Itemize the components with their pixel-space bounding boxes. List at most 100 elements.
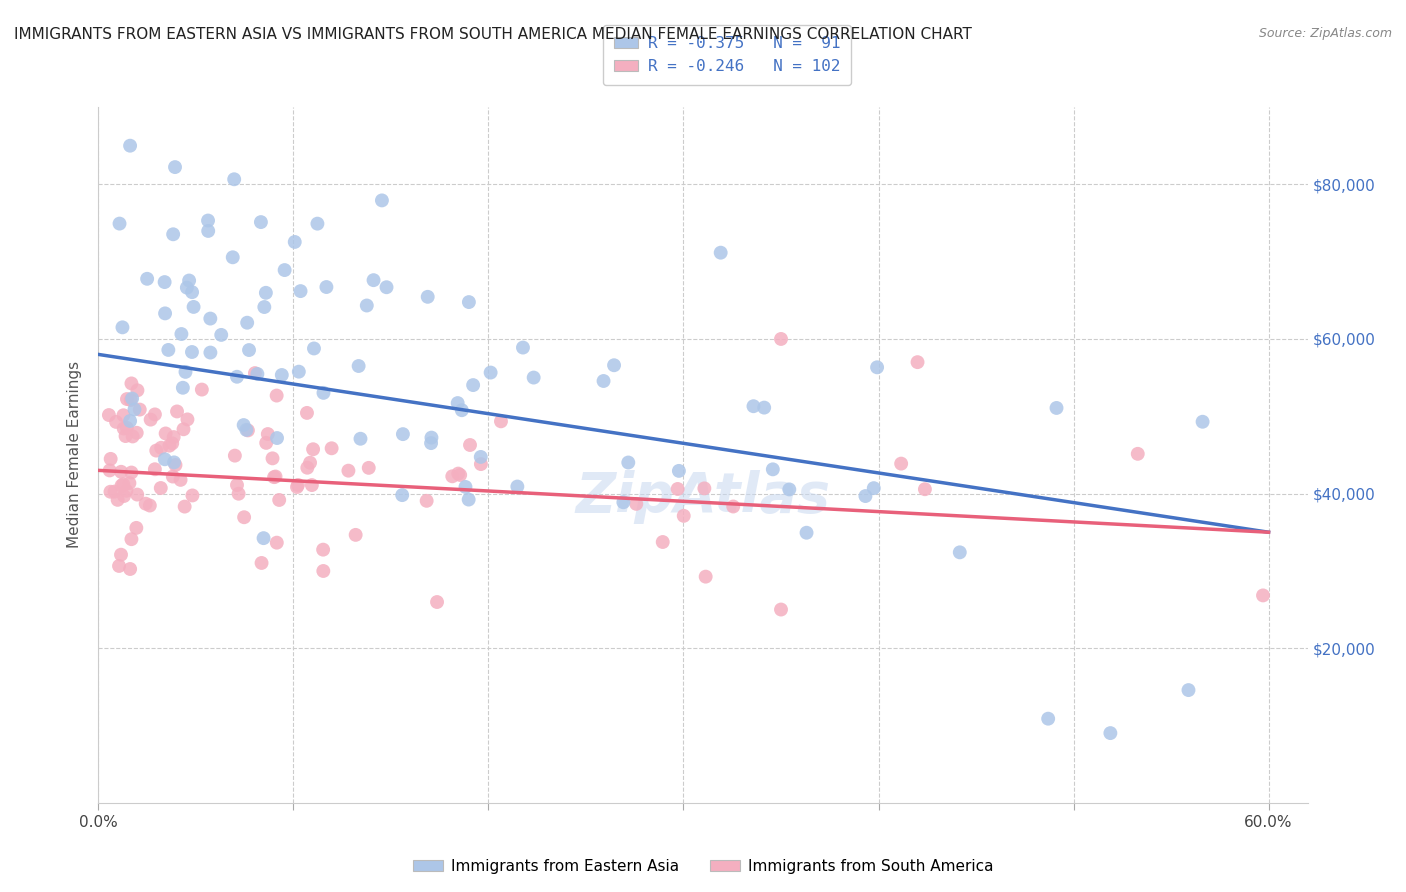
Point <box>470 457 492 471</box>
Point <box>233 510 256 524</box>
Point <box>263 470 285 484</box>
Point <box>176 412 198 426</box>
Point <box>163 430 186 444</box>
Point <box>742 399 765 413</box>
Point <box>312 564 335 578</box>
Point <box>253 300 276 314</box>
Point <box>120 414 142 428</box>
Point <box>479 366 502 380</box>
Point <box>392 427 415 442</box>
Point <box>284 235 307 249</box>
Point <box>179 273 201 287</box>
Point <box>1177 683 1199 698</box>
Point <box>120 138 142 153</box>
Point <box>115 483 138 498</box>
Point <box>163 160 186 174</box>
Point <box>762 462 785 476</box>
Point <box>118 476 141 491</box>
Point <box>236 316 259 330</box>
Point <box>250 215 273 229</box>
Point <box>450 403 472 417</box>
Point <box>796 525 818 540</box>
Point <box>506 479 529 493</box>
Point <box>112 489 135 503</box>
Point <box>111 320 134 334</box>
Point <box>209 327 232 342</box>
Point <box>270 368 292 382</box>
Point <box>153 452 176 467</box>
Point <box>121 429 143 443</box>
Point <box>295 406 318 420</box>
Point <box>312 385 335 400</box>
Point <box>668 464 690 478</box>
Point <box>159 439 181 453</box>
Legend: R = -0.375   N =  91, R = -0.246   N = 102: R = -0.375 N = 91, R = -0.246 N = 102 <box>603 25 852 85</box>
Point <box>287 478 309 492</box>
Point <box>307 217 329 231</box>
Point <box>666 482 689 496</box>
Point <box>290 284 312 298</box>
Point <box>162 227 184 242</box>
Point <box>112 421 135 435</box>
Point <box>862 481 884 495</box>
Point <box>108 558 131 573</box>
Point <box>321 442 343 456</box>
Y-axis label: Median Female Earnings: Median Female Earnings <box>67 361 83 549</box>
Point <box>153 275 176 289</box>
Point <box>115 392 138 406</box>
Point <box>356 298 378 312</box>
Point <box>441 469 464 483</box>
Point <box>266 535 288 549</box>
Point <box>315 280 337 294</box>
Point <box>173 500 195 514</box>
Point <box>108 217 131 231</box>
Point <box>112 409 135 423</box>
Point <box>181 488 204 502</box>
Point <box>489 414 512 428</box>
Point <box>299 456 322 470</box>
Point <box>454 480 477 494</box>
Point <box>754 401 776 415</box>
Point <box>447 467 470 481</box>
Point <box>914 482 936 496</box>
Point <box>769 602 792 616</box>
Point <box>302 442 325 457</box>
Text: Source: ZipAtlas.com: Source: ZipAtlas.com <box>1258 27 1392 40</box>
Point <box>626 497 648 511</box>
Point <box>224 172 246 186</box>
Point <box>120 466 142 480</box>
Point <box>107 492 129 507</box>
Point <box>1126 447 1149 461</box>
Point <box>363 273 385 287</box>
Point <box>176 280 198 294</box>
Point <box>181 285 204 300</box>
Point <box>197 224 219 238</box>
Point <box>125 425 148 440</box>
Point <box>200 311 222 326</box>
Point <box>250 556 273 570</box>
Point <box>778 483 800 497</box>
Point <box>120 562 142 576</box>
Point <box>139 412 162 426</box>
Point <box>153 306 176 320</box>
Text: IMMIGRANTS FROM EASTERN ASIA VS IMMIGRANTS FROM SOUTH AMERICA MEDIAN FEMALE EARN: IMMIGRANTS FROM EASTERN ASIA VS IMMIGRAN… <box>14 27 972 42</box>
Point <box>246 367 269 381</box>
Point <box>143 408 166 422</box>
Point <box>254 436 277 450</box>
Point <box>165 458 187 472</box>
Point <box>191 383 214 397</box>
Point <box>222 250 245 264</box>
Point <box>420 431 443 445</box>
Point <box>457 492 479 507</box>
Point <box>612 495 634 509</box>
Point <box>110 465 132 479</box>
Point <box>266 388 288 402</box>
Point <box>128 402 150 417</box>
Point <box>297 460 319 475</box>
Point <box>155 426 177 441</box>
Point <box>114 429 136 443</box>
Point <box>420 436 443 450</box>
Point <box>127 487 149 501</box>
Point <box>150 441 173 455</box>
Point <box>98 463 121 477</box>
